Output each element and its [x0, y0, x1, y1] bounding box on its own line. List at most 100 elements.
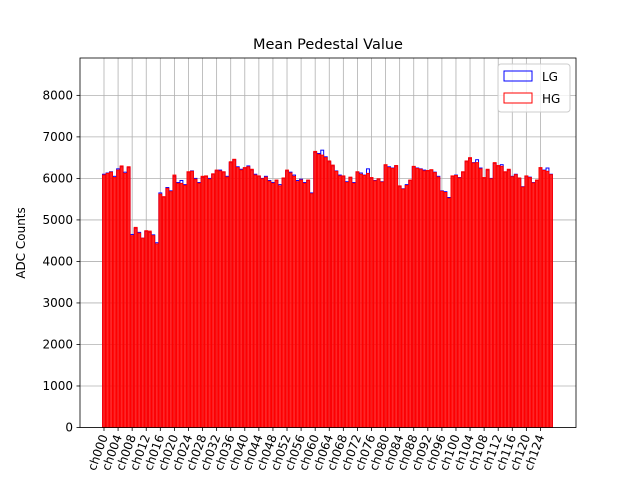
bar-hg-ch006	[123, 172, 128, 428]
bar-hg-ch038	[235, 167, 240, 428]
bar-hg-ch084	[397, 185, 402, 428]
bar-hg-ch002	[109, 171, 113, 428]
bar-hg-ch068	[341, 175, 346, 428]
bar-hg-ch009	[133, 226, 138, 428]
bar-hg-ch076	[369, 177, 374, 428]
bar-hg-ch040	[242, 167, 247, 428]
bar-hg-ch021	[175, 182, 180, 428]
bar-hg-ch051	[281, 177, 286, 428]
bar-hg-ch018	[165, 187, 170, 428]
bar-hg-ch073	[358, 173, 363, 428]
bar-hg-ch054	[292, 175, 297, 428]
bar-hg-ch069	[344, 182, 349, 428]
bar-hg-ch117	[513, 174, 518, 428]
bar-hg-ch110	[489, 178, 494, 428]
bar-hg-ch125	[542, 170, 546, 428]
bar-hg-ch108	[482, 177, 487, 428]
bar-hg-ch077	[373, 180, 377, 428]
bar-hg-ch025	[190, 170, 194, 428]
bar-hg-ch075	[366, 172, 370, 428]
bar-hg-ch007	[126, 166, 131, 429]
bar-hg-ch093	[429, 169, 434, 428]
bar-hg-ch039	[239, 169, 244, 428]
y-tick-label: 1000	[42, 379, 73, 393]
bar-hg-ch030	[207, 178, 212, 428]
bar-hg-ch057	[302, 182, 307, 428]
bar-hg-ch031	[211, 173, 216, 428]
bar-hg-ch120	[524, 175, 529, 428]
bar-hg-ch081	[387, 167, 392, 428]
bar-hg-ch056	[299, 179, 304, 428]
bar-hg-ch124	[538, 167, 543, 428]
bar-hg-ch064	[327, 160, 332, 429]
bars	[102, 149, 553, 429]
bar-hg-ch032	[214, 169, 219, 428]
bar-hg-ch113	[499, 165, 504, 429]
bar-hg-ch116	[510, 176, 515, 428]
bar-hg-ch107	[478, 168, 483, 428]
bar-hg-ch043	[253, 174, 258, 428]
bar-hg-ch111	[492, 162, 497, 428]
bar-hg-ch121	[527, 177, 532, 428]
bar-hg-ch119	[520, 186, 525, 428]
bar-hg-ch065	[330, 164, 335, 429]
bar-hg-ch062	[320, 154, 325, 428]
bar-hg-ch053	[288, 172, 293, 428]
bar-hg-ch083	[394, 165, 399, 428]
bar-hg-ch079	[380, 181, 384, 428]
bar-hg-ch048	[271, 182, 275, 428]
y-tick-label: 3000	[42, 296, 73, 310]
bar-hg-ch016	[158, 193, 163, 428]
bar-hg-ch010	[137, 232, 142, 428]
bar-hg-ch029	[204, 175, 209, 428]
bar-hg-ch003	[112, 177, 117, 428]
bar-hg-ch063	[323, 157, 328, 428]
bar-hg-ch088	[411, 165, 416, 429]
bar-hg-ch092	[425, 170, 430, 428]
bar-hg-ch059	[309, 193, 314, 428]
bar-hg-ch099	[450, 175, 455, 428]
bar-hg-ch014	[151, 235, 156, 428]
bar-hg-ch037	[232, 158, 237, 429]
bar-hg-ch096	[439, 190, 444, 428]
y-axis-label: ADC Counts	[14, 207, 28, 279]
x-axis-ticks: ch000ch004ch008ch012ch016ch020ch024ch028…	[85, 427, 547, 472]
bar-hg-ch017	[161, 196, 166, 428]
bar-hg-ch044	[256, 175, 261, 428]
bar-hg-ch035	[225, 176, 230, 428]
bar-hg-ch012	[144, 230, 149, 428]
y-tick-label: 0	[65, 421, 73, 435]
bar-hg-ch122	[531, 182, 536, 428]
y-tick-label: 4000	[42, 254, 73, 268]
bar-hg-ch115	[506, 168, 511, 429]
bar-hg-ch034	[221, 171, 226, 428]
bar-hg-ch060	[313, 150, 318, 428]
bar-hg-ch050	[278, 185, 282, 428]
bar-hg-ch000	[102, 174, 106, 428]
bar-hg-ch127	[549, 174, 553, 428]
bar-hg-ch098	[446, 197, 451, 428]
bar-hg-ch072	[355, 171, 360, 428]
bar-hg-ch089	[415, 167, 420, 428]
bar-hg-ch078	[376, 178, 381, 428]
bar-hg-ch013	[147, 230, 152, 428]
bar-hg-ch015	[154, 243, 159, 428]
bar-hg-ch026	[193, 178, 198, 428]
bar-hg-ch046	[263, 176, 268, 428]
bar-hg-ch126	[545, 170, 550, 428]
bar-hg-ch061	[316, 153, 321, 428]
legend-label-lg: LG	[542, 70, 558, 84]
bar-hg-ch105	[471, 162, 476, 428]
y-tick-label: 8000	[42, 88, 73, 102]
bar-hg-ch024	[186, 171, 191, 428]
bar-hg-ch004	[116, 169, 121, 428]
bar-hg-ch067	[337, 175, 342, 428]
bar-hg-ch097	[443, 192, 448, 428]
y-tick-label: 5000	[42, 213, 73, 227]
y-tick-label: 7000	[42, 130, 73, 144]
bar-hg-ch055	[295, 181, 300, 428]
bar-hg-ch112	[496, 165, 501, 428]
bar-hg-ch036	[228, 161, 233, 428]
bar-hg-ch102	[461, 171, 465, 428]
